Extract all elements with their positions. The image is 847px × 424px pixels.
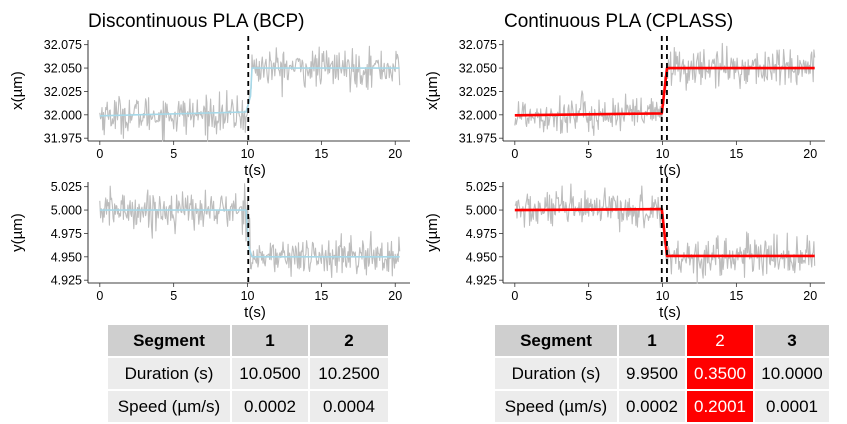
x-tick-label: 5 xyxy=(170,147,177,161)
header-cell-3: 3 xyxy=(755,325,829,356)
table-header-row: Segment 1 2 3 xyxy=(495,325,829,356)
y-tick-label: 5.025 xyxy=(466,180,497,194)
header-cell-2-highlighted: 2 xyxy=(687,325,753,356)
y-tick-label: 4.925 xyxy=(466,274,497,288)
y-tick-label: 4.975 xyxy=(51,227,82,241)
y-tick-label: 32.000 xyxy=(44,108,82,122)
y-axis-label: y(µm) xyxy=(9,213,26,252)
table-header-row: Segment 1 2 xyxy=(108,325,388,356)
x-tick-label: 20 xyxy=(803,147,817,161)
y-tick-label: 4.925 xyxy=(51,274,82,288)
table-row: Duration (s) 9.9500 0.3500 10.0000 xyxy=(495,358,829,389)
header-cell-1: 1 xyxy=(232,325,308,356)
y-axis-label: x(µm) xyxy=(9,71,26,110)
table-cell: 10.2500 xyxy=(310,358,388,389)
y-tick-label: 32.075 xyxy=(459,38,497,52)
x-axis-label: t(s) xyxy=(244,304,266,321)
y-tick-label: 5.025 xyxy=(51,180,82,194)
x-tick-label: 0 xyxy=(96,147,103,161)
y-tick-label: 31.975 xyxy=(459,132,497,146)
row-label-speed: Speed (µm/s) xyxy=(108,391,230,422)
table-cell: 9.9500 xyxy=(619,358,685,389)
fit-series xyxy=(99,67,400,117)
trajectory-series xyxy=(99,183,401,279)
table-cell-highlighted: 0.2001 xyxy=(687,391,753,422)
fit-series xyxy=(514,207,815,258)
cplass-segment-table: Segment 1 2 3 Duration (s) 9.9500 0.3500… xyxy=(493,323,831,424)
x-tick-label: 5 xyxy=(170,289,177,303)
table-cell: 0.0004 xyxy=(310,391,388,422)
y-tick-label: 4.975 xyxy=(466,227,497,241)
header-cell-1: 1 xyxy=(619,325,685,356)
header-cell-segment: Segment xyxy=(108,325,230,356)
y-tick-label: 32.025 xyxy=(44,85,82,99)
x-tick-label: 20 xyxy=(388,147,402,161)
table-cell: 10.0500 xyxy=(232,358,308,389)
y-tick-label: 4.950 xyxy=(51,250,82,264)
x-tick-label: 0 xyxy=(511,289,518,303)
x-tick-label: 15 xyxy=(729,147,743,161)
y-axis-label: y(µm) xyxy=(424,213,441,252)
row-label-duration: Duration (s) xyxy=(495,358,617,389)
x-tick-label: 10 xyxy=(241,147,255,161)
x-tick-label: 0 xyxy=(511,147,518,161)
x-tick-label: 15 xyxy=(314,147,328,161)
x-tick-label: 15 xyxy=(729,289,743,303)
y-tick-label: 5.000 xyxy=(466,204,497,218)
y-tick-label: 31.975 xyxy=(44,132,82,146)
x-tick-label: 10 xyxy=(656,147,670,161)
table-cell: 0.0002 xyxy=(619,391,685,422)
y-tick-label: 32.075 xyxy=(44,38,82,52)
x-tick-label: 5 xyxy=(585,289,592,303)
bcp-title: Discontinuous PLA (BCP) xyxy=(88,11,305,32)
y-tick-label: 32.050 xyxy=(44,62,82,76)
table-row: Duration (s) 10.0500 10.2500 xyxy=(108,358,388,389)
table-row: Speed (µm/s) 0.0002 0.0004 xyxy=(108,391,388,422)
cplass-title: Continuous PLA (CPLASS) xyxy=(504,11,734,32)
x-tick-label: 10 xyxy=(241,289,255,303)
table-cell: 10.0000 xyxy=(755,358,829,389)
x-tick-label: 5 xyxy=(585,147,592,161)
y-tick-label: 4.950 xyxy=(466,250,497,264)
x-axis-label: t(s) xyxy=(659,162,681,179)
x-tick-label: 20 xyxy=(803,289,817,303)
x-tick-label: 0 xyxy=(96,289,103,303)
row-label-speed: Speed (µm/s) xyxy=(495,391,617,422)
y-tick-label: 32.050 xyxy=(459,62,497,76)
x-tick-label: 15 xyxy=(314,289,328,303)
x-axis-label: t(s) xyxy=(659,304,681,321)
fit-series xyxy=(514,66,815,117)
bcp-segment-table: Segment 1 2 Duration (s) 10.0500 10.2500… xyxy=(106,323,390,424)
table-row: Speed (µm/s) 0.0002 0.2001 0.0001 xyxy=(495,391,829,422)
fit-series xyxy=(99,209,400,258)
row-label-duration: Duration (s) xyxy=(108,358,230,389)
y-tick-label: 32.000 xyxy=(459,108,497,122)
y-tick-label: 32.025 xyxy=(459,85,497,99)
x-axis-label: t(s) xyxy=(244,162,266,179)
y-axis-label: x(µm) xyxy=(424,71,441,110)
x-tick-label: 20 xyxy=(388,289,402,303)
table-cell: 0.0001 xyxy=(755,391,829,422)
header-cell-segment: Segment xyxy=(495,325,617,356)
table-cell: 0.0002 xyxy=(232,391,308,422)
x-tick-label: 10 xyxy=(656,289,670,303)
header-cell-2: 2 xyxy=(310,325,388,356)
table-cell-highlighted: 0.3500 xyxy=(687,358,753,389)
y-tick-label: 5.000 xyxy=(51,204,82,218)
trajectory-series xyxy=(99,45,401,142)
